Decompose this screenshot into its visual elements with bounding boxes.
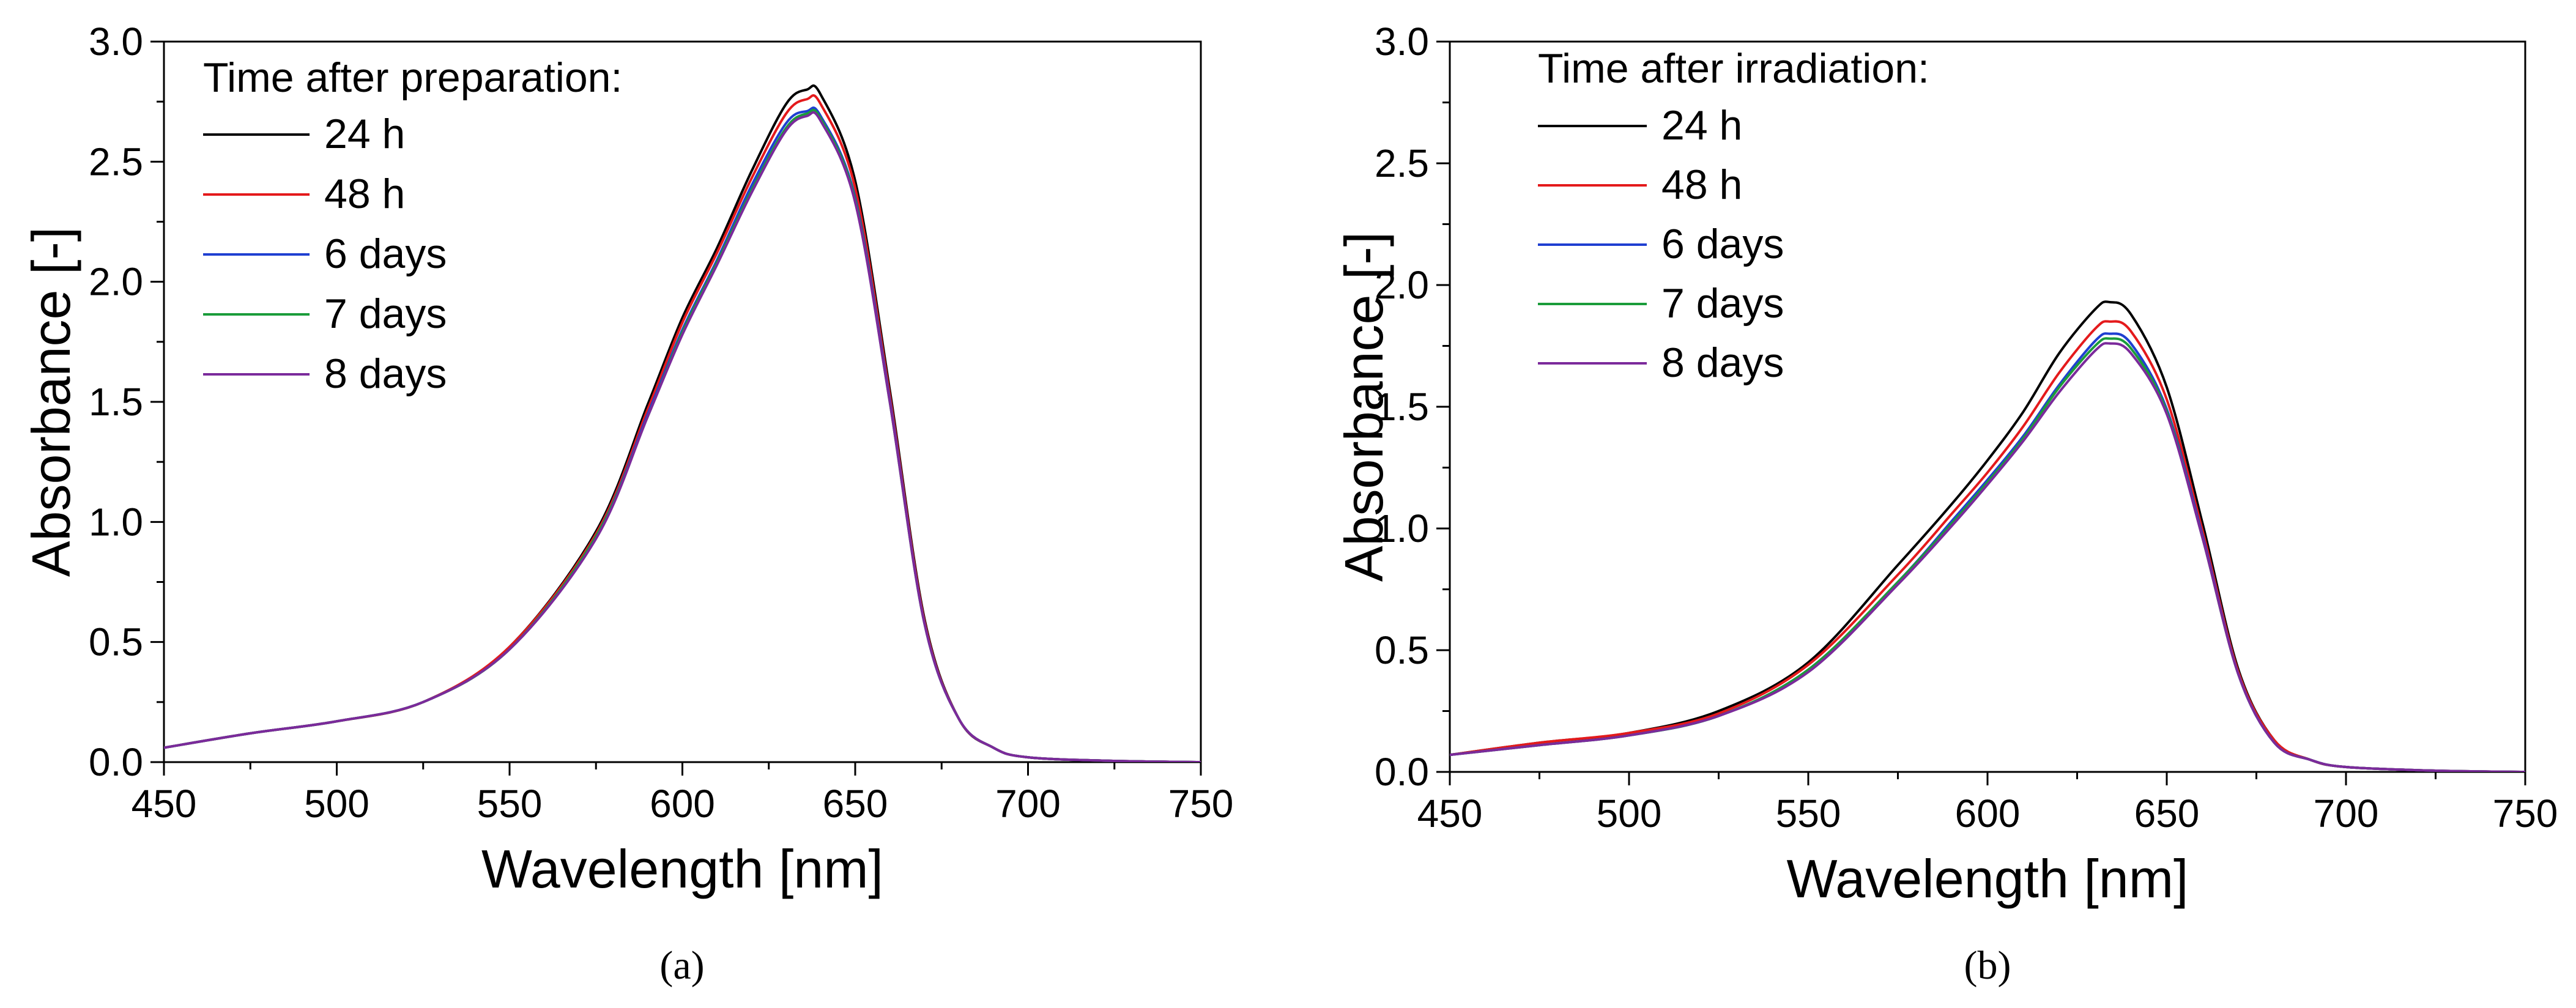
legend-label: 8 days bbox=[1661, 339, 1784, 386]
x-tick-label: 750 bbox=[1168, 782, 1234, 826]
y-tick-label: 2.0 bbox=[1375, 263, 1429, 307]
series-line-8-days bbox=[164, 111, 1201, 762]
y-tick-label: 1.5 bbox=[1375, 385, 1429, 429]
legend-label: 6 days bbox=[1661, 221, 1784, 267]
y-axis-title: Absorbance [-] bbox=[21, 227, 81, 577]
panel-label: (b) bbox=[1964, 943, 2011, 988]
y-tick-label: 2.0 bbox=[89, 260, 143, 304]
legend-label: 48 h bbox=[324, 171, 405, 217]
y-tick-label: 1.0 bbox=[1375, 506, 1429, 550]
series-line-48-h bbox=[1450, 320, 2525, 772]
series-line-6-days bbox=[1450, 332, 2525, 772]
legend-label: 8 days bbox=[324, 350, 447, 397]
x-axis-title: Wavelength [nm] bbox=[481, 839, 883, 899]
legend-label: 24 h bbox=[1661, 102, 1742, 149]
x-tick-label: 750 bbox=[2493, 791, 2558, 836]
y-axis-title: Absorbance [-] bbox=[1334, 232, 1394, 582]
legend-title: Time after preparation: bbox=[203, 54, 622, 101]
x-tick-label: 650 bbox=[2134, 791, 2200, 836]
x-axis-title: Wavelength [nm] bbox=[1786, 848, 2188, 909]
x-tick-label: 500 bbox=[1597, 791, 1662, 836]
legend-label: 6 days bbox=[324, 231, 447, 277]
x-tick-label: 700 bbox=[2314, 791, 2379, 836]
x-tick-label: 550 bbox=[477, 782, 543, 826]
panel-label: (a) bbox=[659, 943, 704, 988]
legend-label: 24 h bbox=[324, 111, 405, 157]
y-tick-label: 0.0 bbox=[1375, 750, 1429, 794]
legend-label: 48 h bbox=[1661, 161, 1742, 208]
y-tick-label: 2.5 bbox=[89, 139, 143, 183]
x-tick-label: 700 bbox=[995, 782, 1061, 826]
series-line-7-days bbox=[164, 108, 1201, 762]
plot-frame bbox=[1449, 40, 2526, 773]
x-tick-label: 450 bbox=[132, 782, 197, 826]
y-tick-label: 3.0 bbox=[1375, 20, 1429, 64]
legend: Time after irradiation: 24 h 48 h 6 days 7 d… bbox=[1538, 45, 1929, 386]
plot-frame bbox=[163, 40, 1202, 763]
chart-panel-b: 450 500 550 600 650 700 750 0.0 0.5 1.0 1.5 2.0 2.5 3… bbox=[1334, 20, 2558, 988]
series-line-8-days bbox=[1450, 342, 2525, 772]
x-tick-label: 450 bbox=[1417, 791, 1483, 836]
x-tick-label: 600 bbox=[650, 782, 715, 826]
x-tick-label: 600 bbox=[1955, 791, 2021, 836]
legend-title: Time after irradiation: bbox=[1538, 45, 1929, 92]
legend: Time after preparation: 24 h 48 h 6 days 7 d… bbox=[203, 54, 622, 397]
y-tick-label: 0.5 bbox=[89, 620, 143, 664]
x-tick-label: 650 bbox=[823, 782, 888, 826]
series-line-24-h bbox=[164, 84, 1201, 762]
y-tick-label: 0.5 bbox=[1375, 628, 1429, 672]
y-tick-label: 1.0 bbox=[89, 500, 143, 544]
legend-label: 7 days bbox=[324, 291, 447, 337]
x-tick-label: 550 bbox=[1776, 791, 1841, 836]
legend-label: 7 days bbox=[1661, 280, 1784, 327]
x-tick-label: 500 bbox=[304, 782, 369, 826]
series-line-48-h bbox=[164, 94, 1201, 762]
series-line-24-h bbox=[1450, 300, 2525, 772]
series-line-6-days bbox=[164, 106, 1201, 762]
y-tick-label: 0.0 bbox=[89, 740, 143, 784]
y-tick-label: 1.5 bbox=[89, 380, 143, 424]
chart-panel-a: 450 500 550 600 650 700 750 0.0 0.5 1.0 1.5 2.0 2.5 3… bbox=[21, 20, 1233, 988]
series-line-7-days bbox=[1450, 337, 2525, 772]
y-tick-label: 3.0 bbox=[89, 20, 143, 64]
y-tick-label: 2.5 bbox=[1375, 141, 1429, 185]
